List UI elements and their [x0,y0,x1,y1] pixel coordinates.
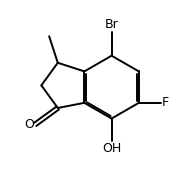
Text: OH: OH [102,142,121,155]
Text: O: O [25,118,34,131]
Text: F: F [162,96,169,109]
Text: Br: Br [105,18,118,31]
